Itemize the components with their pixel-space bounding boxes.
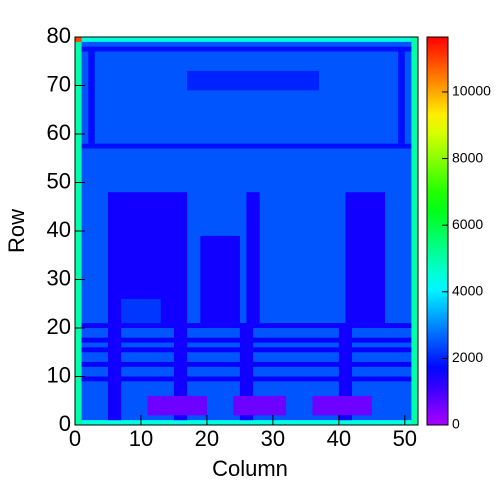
x-tick-label: 50 bbox=[393, 426, 417, 451]
y-tick-label: 0 bbox=[59, 411, 71, 436]
colorbar bbox=[426, 36, 449, 426]
y-tick-label: 40 bbox=[47, 217, 71, 242]
heatmap-cell bbox=[233, 395, 287, 416]
y-tick-label: 60 bbox=[47, 120, 71, 145]
y-tick-label: 10 bbox=[47, 362, 71, 387]
heatmap-cell bbox=[121, 298, 161, 324]
x-axis-label: Column bbox=[212, 456, 288, 481]
heatmap-cell bbox=[246, 192, 260, 324]
heatmap-cell bbox=[398, 46, 405, 144]
colorbar-tick-label: 4000 bbox=[452, 282, 483, 298]
y-tick-label: 30 bbox=[47, 265, 71, 290]
y-axis-label: Row bbox=[4, 209, 29, 253]
colorbar-tick-label: 0 bbox=[452, 416, 460, 432]
heatmap-cell bbox=[81, 143, 412, 149]
y-tick-label: 70 bbox=[47, 71, 71, 96]
heatmap-cell bbox=[411, 37, 418, 425]
heatmap-cell bbox=[312, 395, 372, 416]
x-tick-label: 10 bbox=[129, 426, 153, 451]
heatmap-cell bbox=[81, 46, 412, 52]
heatmap-cell bbox=[81, 37, 412, 42]
heatmap-cell bbox=[107, 323, 122, 421]
x-tick-label: 40 bbox=[327, 426, 351, 451]
y-tick-label: 50 bbox=[47, 168, 71, 193]
heatmap-cell bbox=[75, 37, 82, 42]
y-tick-label: 20 bbox=[47, 314, 71, 339]
x-tick-label: 20 bbox=[195, 426, 219, 451]
x-tick-label: 30 bbox=[261, 426, 285, 451]
heatmap-cell bbox=[187, 70, 320, 91]
heatmap-cell bbox=[88, 46, 95, 144]
colorbar-tick-label: 2000 bbox=[452, 349, 483, 365]
heatmap-cell bbox=[81, 420, 412, 425]
colorbar-tick-label: 10000 bbox=[452, 83, 491, 99]
x-tick-label: 0 bbox=[69, 426, 81, 451]
colorbar-tick-label: 6000 bbox=[452, 216, 483, 232]
heatmap-cell bbox=[345, 192, 386, 324]
heatmap-cell bbox=[200, 235, 240, 324]
colorbar-tick-label: 8000 bbox=[452, 149, 483, 165]
y-tick-label: 80 bbox=[47, 23, 71, 48]
heatmap-cell bbox=[147, 395, 207, 416]
